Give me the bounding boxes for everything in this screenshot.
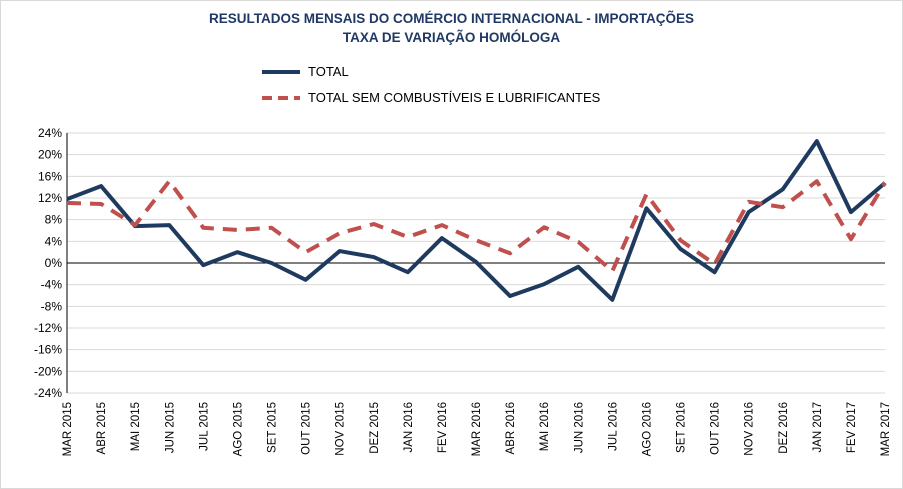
series-line-total — [66, 139, 887, 302]
y-tick-label: -12% — [34, 321, 62, 335]
x-tick-label: MAR 2017 — [880, 402, 892, 456]
x-tick-label: MAI 2015 — [130, 402, 142, 451]
y-tick-label: 4% — [45, 234, 63, 248]
x-tick-label: ABR 2016 — [505, 402, 517, 454]
y-tick-label: 0% — [45, 256, 63, 270]
x-tick-label: ABR 2015 — [96, 402, 108, 454]
legend-label-total: TOTAL — [308, 64, 349, 79]
chart-subtitle: TAXA DE VARIAÇÃO HOMÓLOGA — [342, 30, 561, 45]
x-tick-label: JUN 2015 — [164, 402, 176, 453]
x-tick-label: MAR 2016 — [471, 402, 483, 456]
x-tick-label: DEZ 2016 — [778, 402, 790, 454]
y-tick-label: 24% — [38, 126, 62, 140]
series-line-sem-combustiveis — [66, 179, 887, 274]
x-tick-label: NOV 2015 — [335, 402, 347, 456]
x-tick-label: MAI 2016 — [539, 402, 551, 451]
x-tick-label: JUL 2016 — [607, 402, 619, 451]
x-tick-label: JUL 2015 — [198, 402, 210, 451]
x-tick-label: MAR 2015 — [62, 402, 74, 456]
x-tick-label: OUT 2016 — [710, 402, 722, 455]
legend-label-sem-combustiveis: TOTAL SEM COMBUSTÍVEIS E LUBRIFICANTES — [308, 90, 601, 105]
x-tick-label: JUN 2016 — [573, 402, 585, 453]
x-tick-label: SET 2016 — [676, 402, 688, 453]
y-tick-label: 16% — [38, 169, 62, 183]
y-tick-label: 20% — [38, 148, 62, 162]
x-tick-label: AGO 2016 — [641, 402, 653, 456]
y-tick-label: 12% — [38, 191, 62, 205]
x-tick-label: JAN 2017 — [812, 402, 824, 453]
y-tick-label: 8% — [45, 213, 63, 227]
x-tick-label: SET 2015 — [267, 402, 279, 453]
x-tick-label: JAN 2016 — [403, 402, 415, 453]
y-tick-label: -24% — [34, 386, 62, 400]
y-tick-label: -8% — [41, 299, 63, 313]
x-tick-label: OUT 2015 — [301, 402, 313, 455]
x-tick-label: FEV 2017 — [846, 402, 858, 453]
y-tick-label: -4% — [41, 278, 63, 292]
x-tick-label: FEV 2016 — [437, 402, 449, 453]
y-tick-label: -16% — [34, 343, 62, 357]
x-tick-label: NOV 2016 — [744, 402, 756, 456]
x-tick-label: AGO 2015 — [232, 402, 244, 456]
chart-title: RESULTADOS MENSAIS DO COMÉRCIO INTERNACI… — [208, 11, 694, 26]
x-tick-label: DEZ 2015 — [369, 402, 381, 454]
y-tick-label: -20% — [34, 364, 62, 378]
